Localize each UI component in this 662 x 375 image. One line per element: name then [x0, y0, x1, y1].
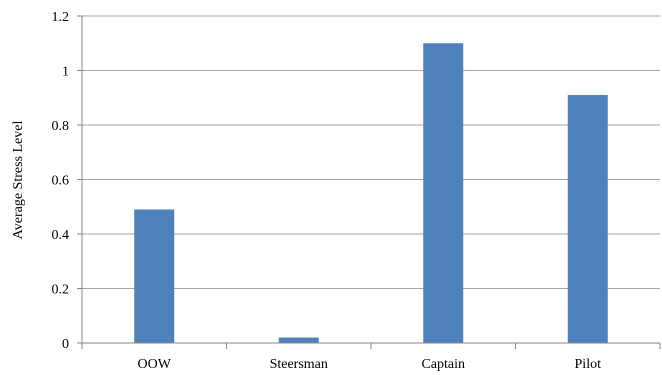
y-tick-label: 0.6: [52, 174, 70, 189]
axes: [77, 15, 661, 349]
x-tick-label: Captain: [421, 357, 465, 372]
bar-pilot: [567, 95, 608, 344]
x-tick-labels: OOW Steersman Captain Pilot: [138, 357, 602, 372]
bars: [134, 43, 608, 344]
x-tick-label: OOW: [138, 357, 172, 372]
bar-steersman: [278, 337, 319, 343]
y-tick-label: 0.8: [52, 119, 70, 134]
y-tick-label: 1.2: [52, 10, 70, 25]
y-tick-label: 0: [62, 337, 69, 352]
y-tick-label: 1: [62, 65, 69, 80]
gridlines: [82, 15, 660, 289]
y-tick-label: 0.4: [52, 228, 70, 243]
bar-oow: [134, 209, 175, 343]
x-tick-label: Steersman: [270, 357, 328, 372]
y-tick-labels: 0 0.2 0.4 0.6 0.8 1 1.2: [52, 10, 70, 352]
y-tick-label: 0.2: [52, 283, 70, 298]
x-tick-label: Pilot: [575, 357, 602, 372]
bar-captain: [423, 43, 464, 343]
y-axis-title: Average Stress Level: [11, 121, 26, 240]
